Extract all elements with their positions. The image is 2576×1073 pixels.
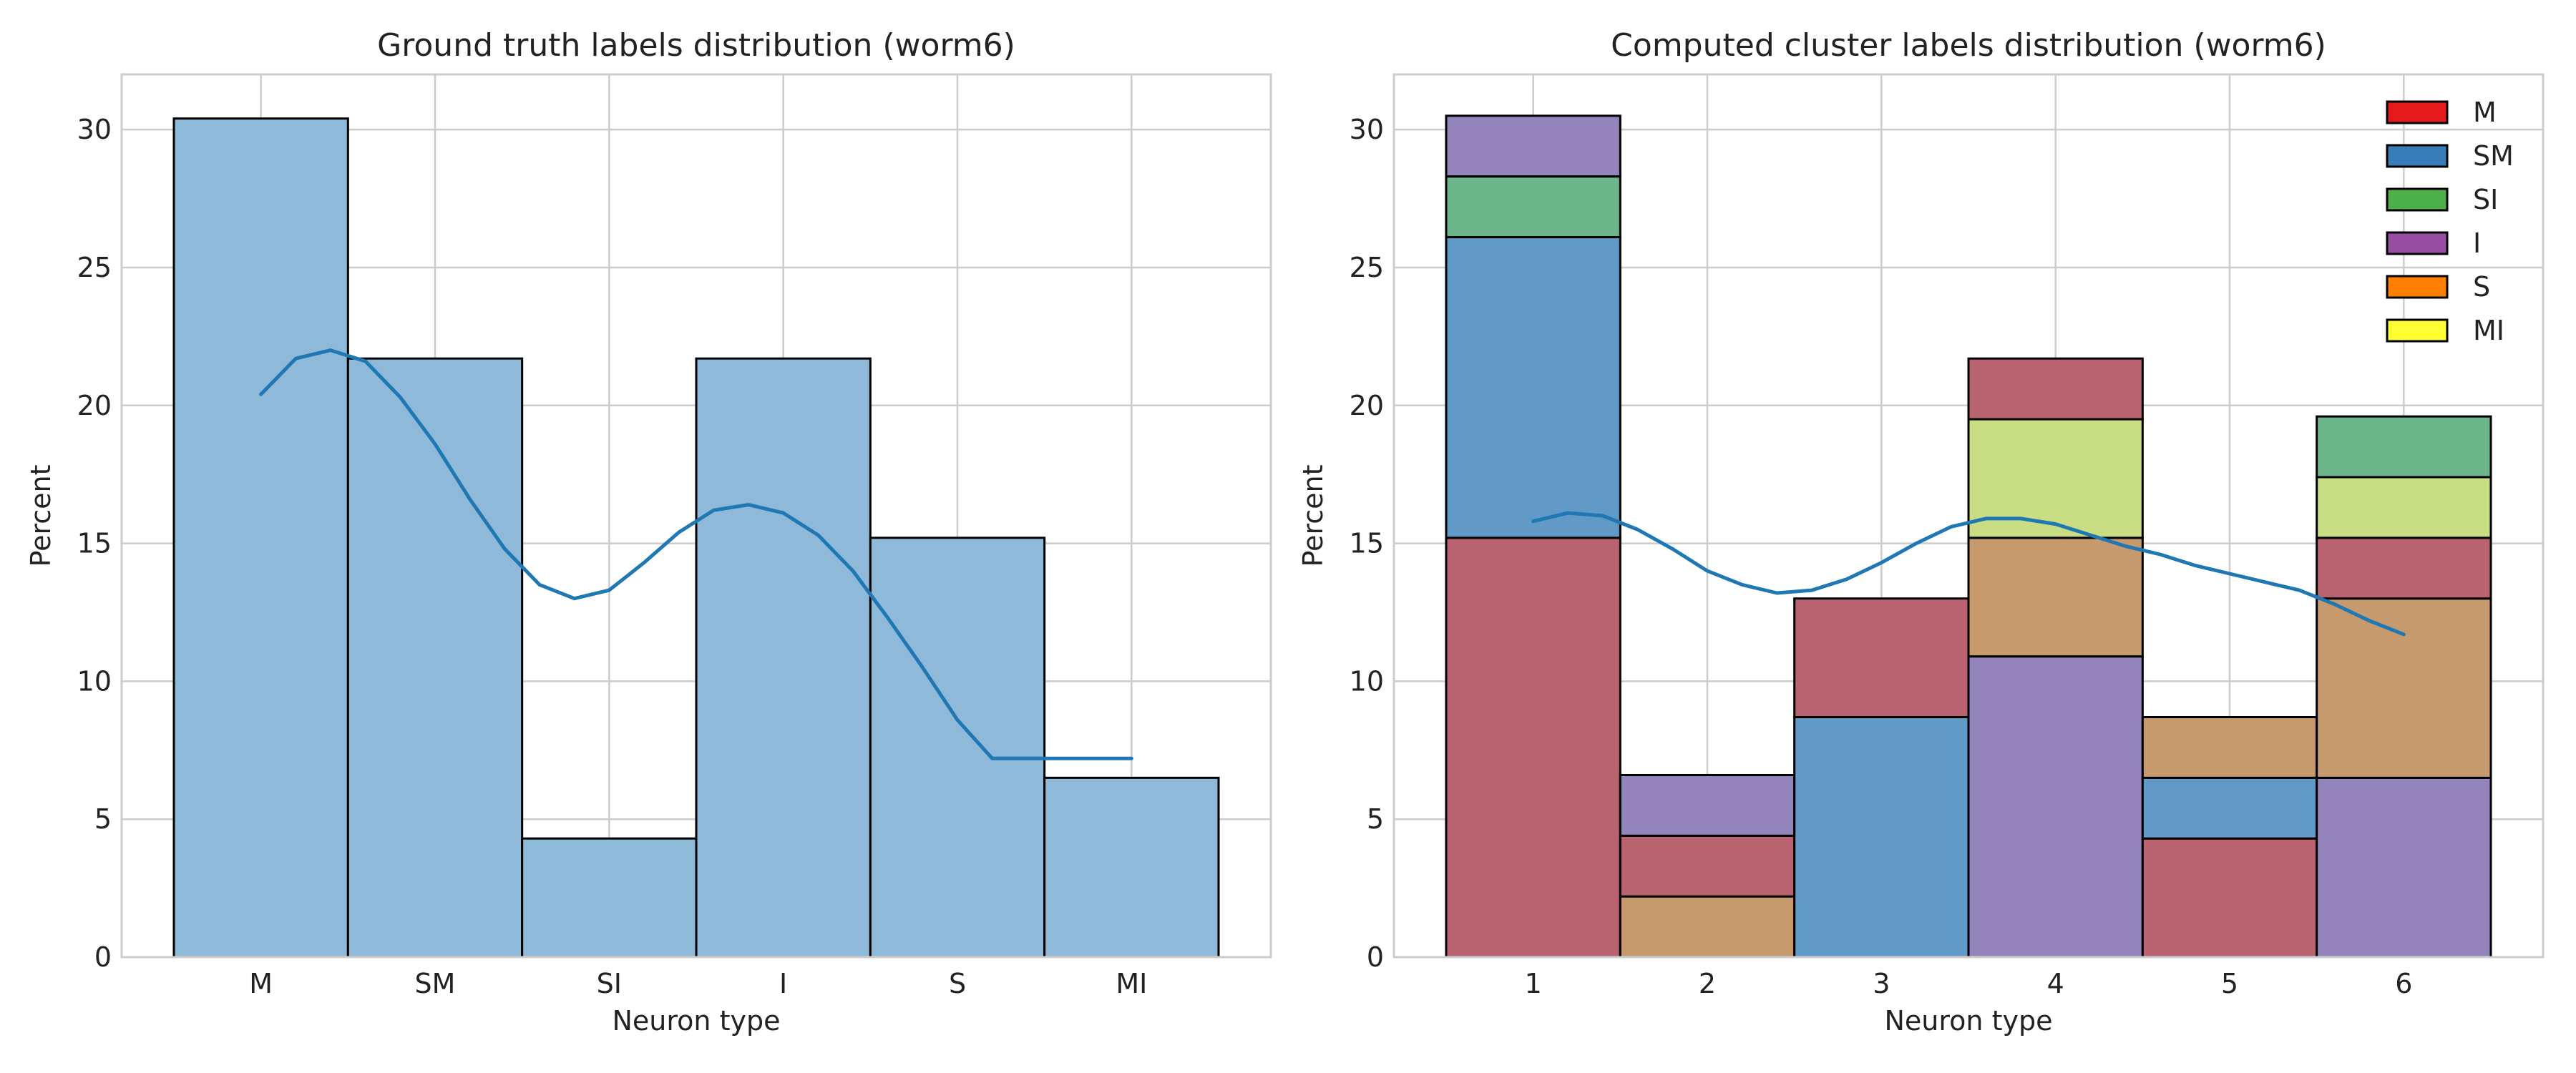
bar-segment-5-2 xyxy=(2141,716,2318,779)
y-tick-label: 5 xyxy=(94,803,112,835)
bar-segment-1-3 xyxy=(1445,114,1621,178)
x-tick-label: S xyxy=(949,968,966,999)
x-tick-label: I xyxy=(779,968,787,999)
x-tick-label: MI xyxy=(1116,968,1147,999)
legend-swatch-SI xyxy=(2386,187,2449,212)
chart-title: Computed cluster labels distribution (wo… xyxy=(1611,27,2326,64)
y-tick-label: 0 xyxy=(1367,941,1384,973)
legend-swatch-S xyxy=(2386,275,2449,299)
bar-segment-3-0 xyxy=(1793,716,1970,959)
bar-segment-1-2 xyxy=(1445,175,1621,239)
legend-label-M: M xyxy=(2473,97,2497,128)
legend-label-SI: SI xyxy=(2473,184,2498,215)
bar-segment-4-0 xyxy=(1967,655,2144,959)
x-axis-label: Neuron type xyxy=(613,1005,781,1037)
y-tick-label: 20 xyxy=(1350,390,1384,421)
y-tick-label: 15 xyxy=(1350,528,1384,559)
legend-swatch-I xyxy=(2386,231,2449,255)
bar-SI xyxy=(521,837,698,959)
y-tick-label: 30 xyxy=(77,114,112,145)
bar-SM xyxy=(346,357,524,959)
bar-segment-6-1 xyxy=(2316,597,2492,779)
plot-frame xyxy=(1392,73,2545,959)
bar-segment-1-1 xyxy=(1445,236,1621,539)
bar-segment-4-3 xyxy=(1967,357,2144,421)
bar-M xyxy=(172,117,349,959)
bar-segment-2-2 xyxy=(1619,773,1796,837)
x-tick-label: 4 xyxy=(2047,968,2064,999)
y-tick-label: 10 xyxy=(77,665,112,697)
y-tick-label: 25 xyxy=(1350,252,1384,283)
bar-segment-4-1 xyxy=(1967,536,2144,658)
y-tick-label: 5 xyxy=(1367,803,1384,835)
x-tick-label: 2 xyxy=(1699,968,1716,999)
chart-title: Ground truth labels distribution (worm6) xyxy=(377,27,1015,64)
y-tick-label: 15 xyxy=(77,528,112,559)
y-axis-label: Percent xyxy=(1297,465,1329,567)
x-tick-label: 5 xyxy=(2221,968,2238,999)
x-tick-label: 1 xyxy=(1525,968,1542,999)
bar-segment-6-4 xyxy=(2316,415,2492,479)
x-tick-label: SM xyxy=(415,968,456,999)
x-tick-label: M xyxy=(249,968,273,999)
bar-segment-3-1 xyxy=(1793,597,1970,719)
y-tick-label: 20 xyxy=(77,390,112,421)
legend-label-SM: SM xyxy=(2473,140,2514,172)
bar-segment-2-0 xyxy=(1619,895,1796,959)
legend-swatch-MI xyxy=(2386,318,2449,343)
bar-segment-1-0 xyxy=(1445,536,1621,959)
legend-label-S: S xyxy=(2473,271,2490,303)
bar-segment-5-1 xyxy=(2141,776,2318,840)
bar-segment-5-0 xyxy=(2141,837,2318,959)
bar-segment-6-2 xyxy=(2316,536,2492,600)
kde-line xyxy=(259,348,1133,760)
kde-line xyxy=(1531,511,2406,637)
legend-label-I: I xyxy=(2473,227,2481,259)
x-tick-label: 3 xyxy=(1873,968,1890,999)
bar-S xyxy=(869,536,1046,959)
legend-swatch-SM xyxy=(2386,144,2449,168)
y-tick-label: 30 xyxy=(1350,114,1384,145)
x-tick-label: 6 xyxy=(2395,968,2412,999)
y-tick-label: 0 xyxy=(94,941,112,973)
ground-truth-chart: 0 5 10 15 20 25 30 M SM SI I S MI Ground truth labels… xyxy=(25,27,1272,1037)
x-tick-label: SI xyxy=(597,968,622,999)
legend-swatch-M xyxy=(2386,100,2449,124)
bar-MI xyxy=(1043,776,1220,959)
y-tick-label: 10 xyxy=(1350,665,1384,697)
bar-I xyxy=(695,357,872,959)
legend-label-MI: MI xyxy=(2473,315,2504,346)
plot-frame xyxy=(120,73,1272,959)
bar-segment-6-3 xyxy=(2316,476,2492,539)
computed-cluster-chart: 0 5 10 15 20 25 30 1 2 3 4 5 6 Computed cluster label… xyxy=(1297,27,2545,1037)
y-tick-label: 25 xyxy=(77,252,112,283)
bar-segment-6-0 xyxy=(2316,776,2492,959)
bar-segment-2-1 xyxy=(1619,834,1796,898)
x-axis-label: Neuron type xyxy=(1885,1005,2053,1037)
y-axis-label: Percent xyxy=(25,465,57,567)
